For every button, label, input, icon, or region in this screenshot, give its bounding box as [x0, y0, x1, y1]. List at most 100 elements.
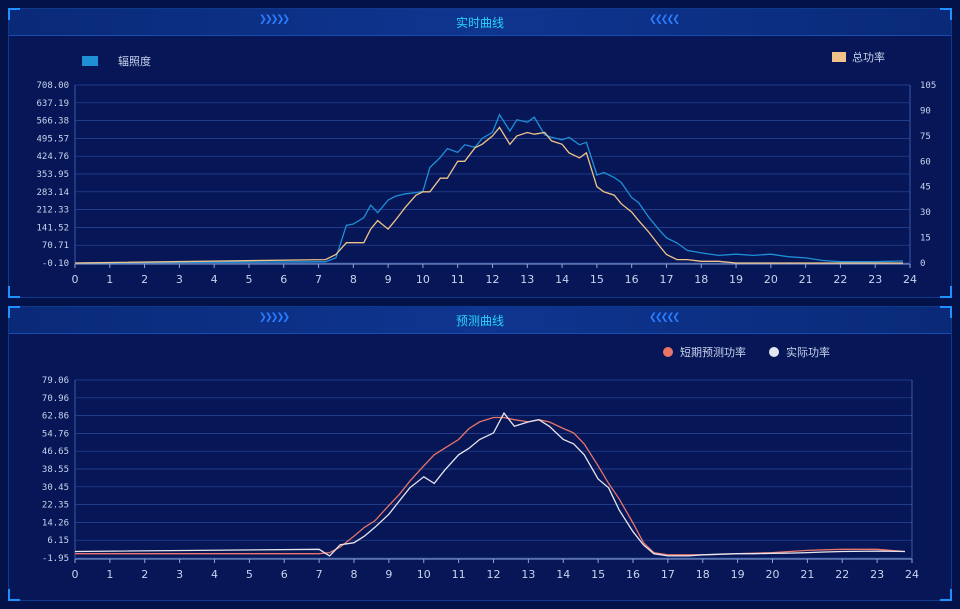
x-tick-label: 8	[351, 568, 358, 581]
x-tick-label: 6	[281, 568, 288, 581]
y-tick-label: 79.06	[42, 376, 69, 386]
y-left-tick-label: 353.95	[36, 170, 69, 180]
y-tick-label: 14.26	[42, 518, 69, 528]
corner-decoration	[8, 8, 20, 20]
corner-decoration	[940, 8, 952, 20]
x-tick-label: 2	[141, 273, 148, 286]
y-left-tick-label: -0.10	[42, 259, 69, 269]
x-tick-label: 0	[72, 273, 79, 286]
x-tick-label: 22	[833, 273, 847, 286]
x-tick-label: 23	[870, 568, 884, 581]
forecast-title: 预测曲线	[455, 314, 504, 328]
x-tick-label: 20	[764, 273, 778, 286]
forecast-header: ❯❯❯❯❯ 预测曲线 ❮❮❮❮❮	[9, 307, 951, 334]
x-tick-label: 4	[211, 273, 218, 286]
legend-marker-actual-power	[769, 347, 779, 357]
series-line-actual-power	[74, 411, 906, 557]
x-tick-label: 15	[591, 568, 605, 581]
x-tick-label: 10	[416, 273, 430, 286]
x-tick-label: 18	[696, 568, 710, 581]
x-tick-label: 19	[731, 568, 745, 581]
x-tick-label: 13	[520, 273, 534, 286]
x-tick-label: 14	[555, 273, 569, 286]
y-tick-label: 62.86	[42, 412, 69, 422]
realtime-title: 实时曲线	[455, 16, 504, 30]
x-tick-label: 6	[280, 273, 287, 286]
x-tick-label: 12	[487, 568, 501, 581]
x-tick-label: 4	[211, 568, 218, 581]
legend-swatch-irradiance	[82, 56, 98, 66]
y-tick-label: 54.76	[42, 429, 69, 439]
chevron-right-icon: ❯❯❯❯❯	[259, 310, 290, 325]
x-tick-label: 22	[835, 568, 849, 581]
x-tick-label: 11	[451, 273, 465, 286]
legend-label-forecast-power: 短期预测功率	[680, 345, 746, 359]
legend-marker-forecast-power	[663, 347, 673, 357]
x-tick-label: 16	[626, 568, 640, 581]
x-tick-label: 21	[800, 568, 814, 581]
x-tick-label: 0	[72, 568, 79, 581]
y-right-tick-label: 45	[920, 183, 931, 193]
legend-label-total-power: 总功率	[852, 50, 885, 64]
legend-label-actual-power: 实际功率	[786, 345, 830, 359]
corner-decoration	[8, 286, 20, 298]
x-tick-label: 9	[385, 273, 392, 286]
x-tick-label: 3	[176, 568, 183, 581]
x-tick-label: 21	[799, 273, 813, 286]
x-tick-label: 10	[417, 568, 431, 581]
corner-decoration	[940, 589, 952, 601]
legend-swatch-total-power	[832, 52, 846, 62]
x-tick-label: 3	[176, 273, 183, 286]
x-tick-label: 5	[246, 568, 253, 581]
y-left-tick-label: 566.38	[36, 117, 69, 127]
y-tick-label: 22.35	[42, 501, 69, 511]
x-tick-label: 17	[659, 273, 673, 286]
chevron-right-icon: ❯❯❯❯❯	[259, 12, 290, 27]
y-left-tick-label: 495.57	[36, 134, 69, 144]
corner-decoration	[940, 286, 952, 298]
y-left-tick-label: 283.14	[36, 188, 69, 198]
realtime-header: ❯❯❯❯❯ 实时曲线 ❮❮❮❮❮	[9, 9, 951, 36]
y-right-tick-label: 105	[920, 81, 936, 91]
x-tick-label: 13	[521, 568, 535, 581]
x-tick-label: 11	[452, 568, 466, 581]
x-tick-label: 20	[766, 568, 780, 581]
corner-decoration	[8, 306, 20, 318]
y-tick-label: 38.55	[42, 465, 69, 475]
x-tick-label: 24	[903, 273, 917, 286]
y-right-tick-label: 30	[920, 208, 931, 218]
y-right-tick-label: 15	[920, 234, 931, 244]
x-tick-label: 14	[556, 568, 570, 581]
y-left-tick-label: 212.33	[36, 206, 69, 216]
y-right-tick-label: 60	[920, 157, 931, 167]
x-tick-label: 19	[729, 273, 743, 286]
series-line-irradiance	[74, 113, 904, 264]
x-tick-label: 9	[385, 568, 392, 581]
x-tick-label: 24	[905, 568, 919, 581]
y-tick-label: 30.45	[42, 483, 69, 493]
series-line-total-power	[74, 126, 903, 264]
chevron-left-icon: ❮❮❮❮❮	[649, 310, 680, 325]
corner-decoration	[940, 306, 952, 318]
y-left-tick-label: 637.19	[36, 99, 69, 109]
y-tick-label: 70.96	[42, 394, 69, 404]
y-right-tick-label: 75	[920, 132, 931, 142]
x-tick-label: 23	[868, 273, 882, 286]
x-tick-label: 18	[694, 273, 708, 286]
y-tick-label: 46.65	[42, 447, 69, 457]
x-tick-label: 17	[661, 568, 675, 581]
y-left-tick-label: 708.00	[36, 81, 69, 91]
x-tick-label: 7	[316, 568, 323, 581]
series-line-forecast-power	[75, 416, 906, 556]
x-tick-label: 15	[590, 273, 604, 286]
legend-label-irradiance: 辐照度	[118, 54, 151, 68]
y-right-tick-label: 90	[920, 106, 931, 116]
x-tick-label: 8	[350, 273, 357, 286]
x-tick-label: 2	[141, 568, 148, 581]
y-right-tick-label: 0	[920, 259, 925, 269]
x-tick-label: 7	[315, 273, 322, 286]
corner-decoration	[8, 589, 20, 601]
y-left-tick-label: 424.76	[36, 152, 69, 162]
x-tick-label: 1	[106, 568, 113, 581]
